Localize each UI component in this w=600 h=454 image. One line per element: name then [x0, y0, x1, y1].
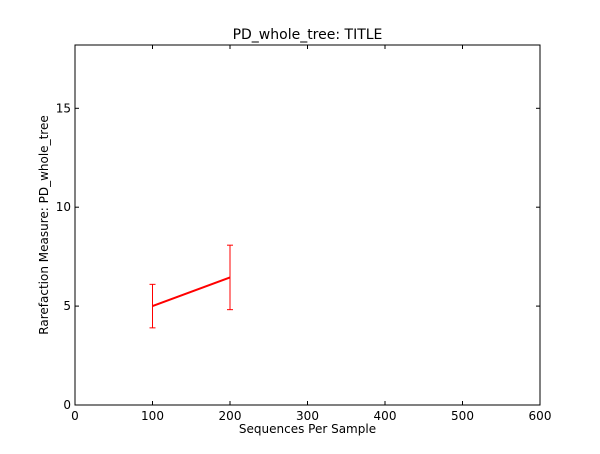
chart-title: PD_whole_tree: TITLE	[233, 27, 383, 43]
x-tick-label: 300	[296, 409, 319, 423]
x-tick-label: 500	[451, 409, 474, 423]
y-tick-label: 0	[63, 398, 71, 412]
y-axis-label: Rarefaction Measure: PD_whole_tree	[37, 115, 51, 334]
x-tick-label: 0	[71, 409, 79, 423]
y-tick-label: 5	[63, 299, 71, 313]
x-axis-label: Sequences Per Sample	[239, 422, 376, 436]
plot-frame	[74, 44, 541, 406]
series-line	[152, 276, 231, 308]
x-tick-label: 100	[141, 409, 164, 423]
y-tick-label: 15	[56, 101, 71, 115]
x-tick-label: 600	[529, 409, 552, 423]
y-tick-label: 10	[56, 200, 71, 214]
x-tick-label: 400	[374, 409, 397, 423]
x-tick-label: 200	[219, 409, 242, 423]
plot-area: 0 100 200 300 400 500 600 0 5 10 15	[56, 44, 552, 423]
